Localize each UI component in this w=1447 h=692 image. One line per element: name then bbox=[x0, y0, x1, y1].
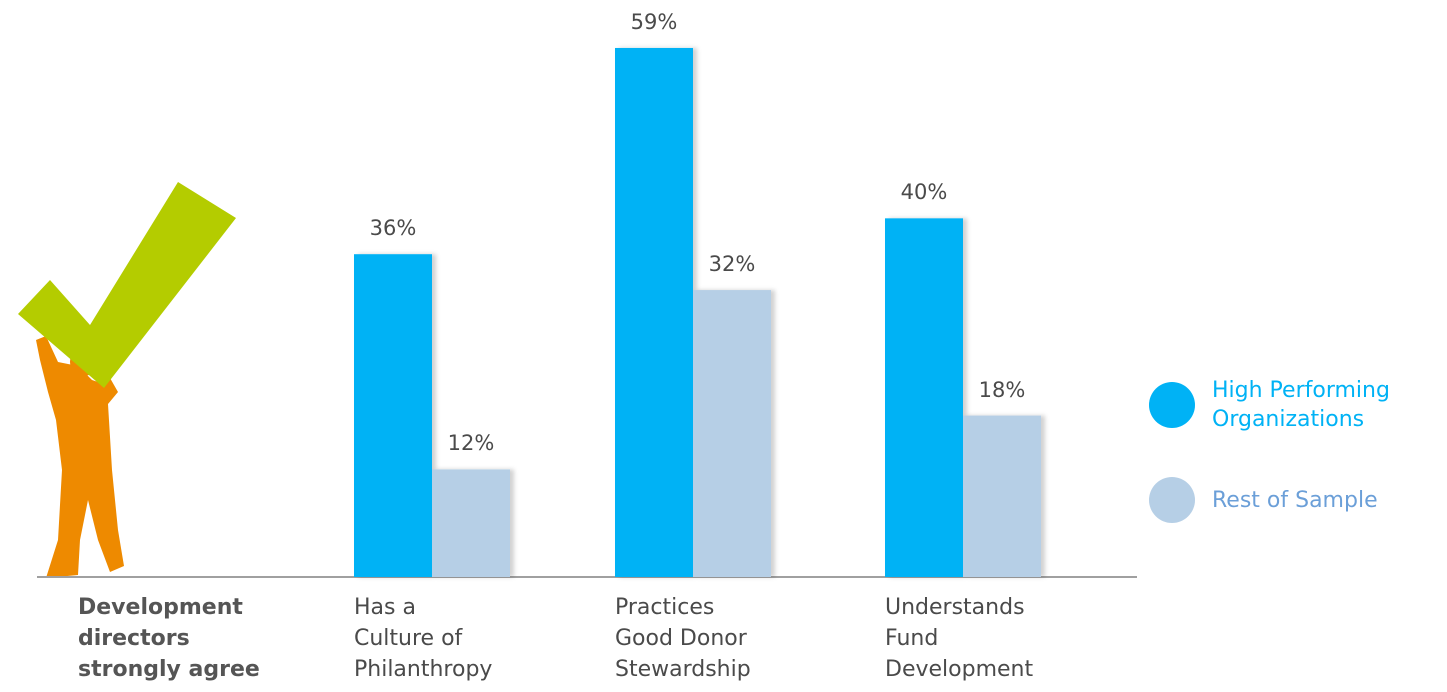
bar bbox=[693, 290, 771, 577]
bar bbox=[354, 254, 432, 577]
value-label: 18% bbox=[957, 378, 1047, 402]
value-label: 59% bbox=[609, 10, 699, 34]
value-label: 40% bbox=[879, 180, 969, 204]
legend-swatch bbox=[1149, 382, 1195, 428]
x-tick-label: Understands Fund Development bbox=[885, 592, 1033, 685]
value-label: 12% bbox=[426, 431, 516, 455]
legend-label: High Performing Organizations bbox=[1212, 376, 1390, 434]
bar bbox=[615, 48, 693, 577]
illustration bbox=[18, 182, 236, 578]
bar bbox=[963, 416, 1041, 577]
bar bbox=[432, 469, 510, 577]
annotation: Development directors strongly agree bbox=[78, 592, 260, 685]
bar bbox=[885, 218, 963, 577]
legend-label: Rest of Sample bbox=[1212, 486, 1378, 515]
x-tick-label: Practices Good Donor Stewardship bbox=[615, 592, 751, 685]
chart bbox=[0, 0, 1447, 692]
x-tick-label: Has a Culture of Philanthropy bbox=[354, 592, 492, 685]
value-label: 32% bbox=[687, 252, 777, 276]
legend-swatch bbox=[1149, 477, 1195, 523]
value-label: 36% bbox=[348, 216, 438, 240]
page: Development directors strongly agree (()… bbox=[0, 0, 1447, 692]
